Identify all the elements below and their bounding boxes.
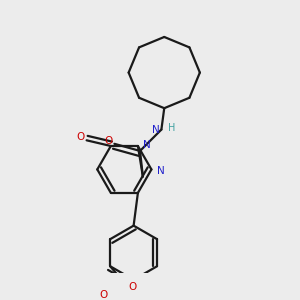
Text: N: N bbox=[152, 124, 160, 135]
Text: O: O bbox=[104, 136, 112, 146]
Text: N: N bbox=[157, 166, 164, 176]
Text: N: N bbox=[143, 140, 151, 150]
Text: O: O bbox=[99, 290, 107, 300]
Text: O: O bbox=[76, 133, 85, 142]
Text: H: H bbox=[168, 123, 175, 133]
Text: O: O bbox=[128, 282, 136, 292]
